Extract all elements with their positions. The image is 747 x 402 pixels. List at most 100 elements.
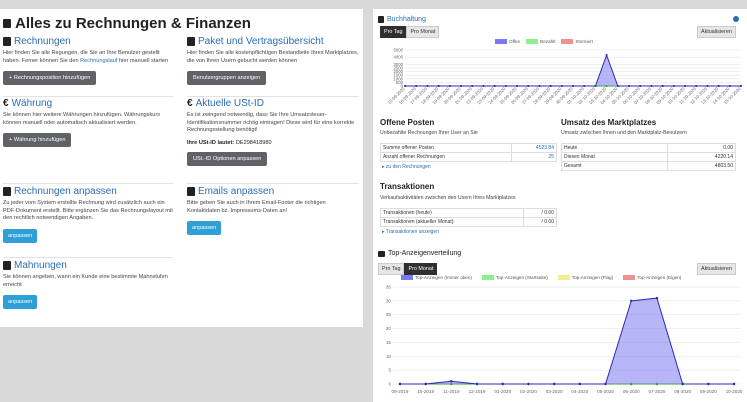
vat-id-section: € Aktuelle USt-ID Es ist zwingend notwend… — [187, 98, 359, 166]
data-point — [437, 85, 440, 87]
x-tick-label: 08-2020 — [674, 389, 691, 394]
document-icon — [3, 187, 11, 196]
data-point — [630, 299, 633, 303]
data-point — [684, 85, 686, 87]
vat-id-value: DE298418980 — [235, 139, 272, 146]
billing-run-link[interactable]: Rechnungslauf — [80, 57, 118, 64]
adjust-invoices-section: Rechnungen anpassen Zu jeder vom System … — [3, 186, 175, 243]
reminders-section: Mahnungen Sie können angeben, wann ein K… — [3, 260, 175, 310]
invoices-section: Rechnungen Hier finden Sie alle Regungen… — [3, 36, 175, 86]
data-point — [628, 85, 630, 87]
add-invoice-position-button[interactable]: + Rechnungsposition hinzufügen — [3, 71, 97, 86]
dashboard-panel: Buchhaltung Pro Tag Pro Monat Aktualisie… — [373, 9, 747, 402]
data-point — [450, 380, 453, 383]
data-point — [681, 382, 684, 386]
to-invoices-link[interactable]: ▸ zu den Rechnungen — [382, 164, 431, 170]
accounting-header: Buchhaltung — [378, 16, 426, 23]
revenue-table: Heute 0.00 Diesen Monat 4220.14 Gesamt 4803… — [561, 143, 737, 171]
y-tick-label: 500 — [396, 80, 404, 85]
invoice-icon — [3, 19, 11, 28]
revenue-subtitle: Umsatz zwischen Ihnen und den Marktplatz… — [561, 130, 687, 136]
accounting-refresh-button[interactable]: Aktualisieren — [697, 26, 736, 38]
series-area — [399, 298, 735, 384]
top-ads-chart: 0 5 10 15 20 25 30 35 09-2019 10-2019 11-2019 12-20… — [386, 285, 743, 395]
y-tick-label: 30 — [386, 298, 392, 303]
y-tick-label: 0 — [401, 84, 404, 89]
invoice-icon — [3, 37, 11, 46]
invoices-description: Hier finden Sie alle Regungen, die Sie a… — [3, 50, 169, 64]
adjust-reminders-button[interactable]: anpassen — [3, 295, 38, 310]
y-tick-label: 10 — [386, 354, 392, 359]
adjust-invoices-title: Rechnungen anpassen — [14, 186, 117, 197]
invoices-title: Rechnungen — [14, 36, 71, 47]
tab-per-day[interactable]: Pro Tag — [380, 26, 407, 38]
data-point — [583, 85, 586, 87]
x-tick-label: 06-2020 — [623, 389, 640, 394]
legend-offen: Offen — [495, 39, 520, 45]
data-point — [728, 85, 731, 87]
open-items-table: Summe offener Posten 4523.84 Anzahl offen… — [380, 143, 558, 162]
x-tick-label: 02-2020 — [520, 389, 537, 394]
y-tick-label: 1000 — [393, 76, 403, 81]
divider — [187, 183, 359, 184]
package-section: Paket und Vertragsübersicht Hier finden … — [187, 36, 359, 86]
data-point — [424, 382, 427, 386]
show-user-groups-button[interactable]: Benutzergruppen anzeigen — [187, 71, 267, 86]
y-tick-label: 5 — [388, 368, 391, 373]
data-point — [740, 85, 742, 87]
series-line — [399, 297, 735, 385]
data-point — [398, 382, 402, 386]
vat-id-line: Ihre USt-ID lautet: DE298418980 — [187, 139, 272, 146]
divider — [187, 96, 359, 97]
table-row: Anzahl offener Rechnungen 25 — [380, 152, 558, 162]
y-tick-label: 15 — [386, 340, 392, 345]
data-point — [448, 85, 451, 87]
legend-immer-oben: Top-Anzeigen (Immer oben) — [401, 275, 472, 281]
show-transactions-link[interactable]: ▸ Transaktionen anzeigen — [382, 229, 439, 235]
legend-bezahlt: Bezahlt — [526, 39, 555, 45]
top-ads-refresh-button[interactable]: Aktualisieren — [697, 263, 736, 275]
package-title: Paket und Vertragsübersicht — [198, 36, 324, 47]
legend-storniert: Storniert — [561, 39, 593, 45]
series-area — [405, 55, 741, 86]
add-currency-button[interactable]: + Währung hinzufügen — [3, 133, 72, 148]
data-point — [661, 85, 664, 87]
x-tick-label: 10-2020 — [726, 389, 743, 394]
x-tick-label: 12-2019 — [469, 389, 486, 394]
divider — [3, 96, 173, 97]
legend-startseite: Top-Anzeigen (Startseite) — [481, 275, 548, 281]
data-point — [655, 296, 659, 300]
series-line — [405, 53, 741, 87]
table-row: Summe offener Posten 4523.84 — [380, 143, 558, 153]
x-tick-label: 04-2020 — [571, 389, 588, 394]
data-point — [516, 85, 518, 87]
data-point — [706, 85, 709, 87]
adjust-invoices-button[interactable]: anpassen — [3, 228, 38, 243]
adjust-invoices-description: Zu jeder vom System erstellte Rechnung w… — [3, 200, 173, 222]
vat-id-options-button[interactable]: USt.-ID Optionen anpassen — [187, 151, 268, 166]
truck-icon — [378, 250, 385, 257]
currency-section: € Währung Sie können hier weitere Währung… — [3, 98, 175, 148]
y-tick-label: 35 — [386, 285, 392, 290]
y-tick-label: 0 — [388, 382, 391, 387]
data-point — [639, 85, 642, 87]
adjust-emails-button[interactable]: anpassen — [187, 221, 222, 236]
data-point — [560, 85, 563, 87]
data-point — [460, 85, 462, 87]
x-tick-label: 07-2020 — [649, 389, 666, 394]
open-items-subtitle: Unbezahlte Rechnungen Ihrer User an Sie — [380, 130, 478, 136]
top-ads-header: Top-Anzeigenverteilung — [378, 250, 461, 257]
y-tick-label: 1500 — [393, 73, 403, 78]
data-point — [549, 85, 552, 87]
settings-icon[interactable] — [733, 16, 739, 22]
top-ads-title: Top-Anzeigenverteilung — [388, 250, 462, 257]
revenue-title: Umsatz des Marktplatzes — [561, 118, 657, 127]
emails-description: Bitte geben Sie auch in Ihrem Email-Foot… — [187, 200, 326, 214]
euro-icon: € — [187, 98, 193, 109]
tab-per-month[interactable]: Pro Monat — [406, 26, 440, 38]
truck-icon — [3, 261, 11, 270]
x-tick-label: 01-2020 — [494, 389, 511, 394]
tab-per-month[interactable]: Pro Monat — [404, 263, 438, 275]
tab-per-day[interactable]: Pro Tag — [378, 263, 405, 275]
x-tick-label: 11-2019 — [443, 389, 460, 394]
